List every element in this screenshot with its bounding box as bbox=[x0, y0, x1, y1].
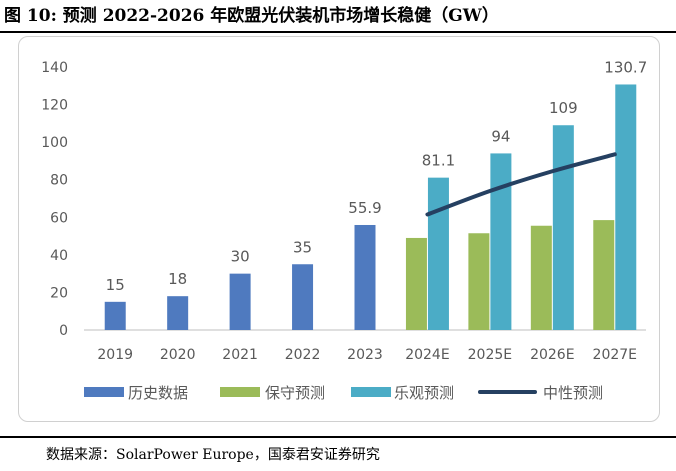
conservative-bar bbox=[468, 233, 490, 330]
optimistic-bar bbox=[490, 153, 512, 330]
optimistic-legend-label: 乐观预测 bbox=[394, 384, 454, 402]
x-tick-label: 2023 bbox=[347, 347, 383, 363]
chart-svg: 0 20 40 60 80 100 120 140 2019 2020 2021 2022 2023 20… bbox=[41, 58, 647, 402]
conservative-bar bbox=[405, 237, 427, 330]
historical-bar bbox=[167, 296, 189, 330]
data-label: 94 bbox=[491, 127, 510, 145]
conservative-legend-label: 保守预测 bbox=[265, 384, 325, 402]
optimistic-bar bbox=[427, 177, 449, 330]
data-label: 109 bbox=[549, 99, 578, 117]
x-tick-label: 2021 bbox=[222, 347, 258, 363]
data-label: 35 bbox=[293, 238, 312, 256]
y-tick-label: 40 bbox=[50, 248, 68, 264]
y-tick-label: 100 bbox=[41, 135, 68, 151]
data-label: 130.7 bbox=[604, 58, 647, 76]
y-tick-label: 80 bbox=[50, 173, 68, 189]
y-tick-label: 0 bbox=[59, 323, 68, 339]
source-rule bbox=[0, 436, 676, 438]
optimistic-bar bbox=[552, 125, 574, 330]
x-tick-label: 2019 bbox=[97, 347, 133, 363]
y-tick-label: 20 bbox=[50, 285, 68, 301]
data-label: 18 bbox=[168, 270, 187, 288]
medium-legend-label: 中性预测 bbox=[543, 384, 603, 402]
y-tick-label: 140 bbox=[41, 60, 68, 76]
x-tick-label: 2025E bbox=[468, 347, 512, 363]
x-tick-label: 2024E bbox=[405, 347, 449, 363]
optimistic-legend-swatch bbox=[351, 387, 391, 397]
x-tick-label: 2026E bbox=[530, 347, 574, 363]
conservative-bar bbox=[530, 225, 552, 330]
x-tick-label: 2027E bbox=[593, 347, 637, 363]
historical-legend-label: 历史数据 bbox=[128, 384, 188, 402]
y-tick-label: 60 bbox=[50, 210, 68, 226]
title-rule bbox=[0, 31, 676, 33]
optimistic-bar bbox=[615, 84, 637, 331]
medium-forecast-line bbox=[425, 152, 617, 217]
historical-bar bbox=[354, 224, 376, 330]
figure-title: 图 10: 预测 2022-2026 年欧盟光伏装机市场增长稳健（GW） bbox=[4, 6, 499, 26]
x-tick-label: 2020 bbox=[160, 347, 196, 363]
historical-bar bbox=[229, 273, 251, 330]
data-label: 81.1 bbox=[422, 152, 455, 170]
data-label: 30 bbox=[231, 248, 250, 266]
x-tick-label: 2022 bbox=[285, 347, 321, 363]
chart-frame bbox=[18, 36, 660, 422]
historical-bar bbox=[104, 301, 126, 330]
historical-legend-swatch bbox=[84, 387, 124, 397]
source-note: 数据来源：SolarPower Europe，国泰君安证券研究 bbox=[46, 447, 380, 463]
data-label: 55.9 bbox=[348, 199, 381, 217]
y-tick-label: 120 bbox=[41, 98, 68, 114]
historical-bar bbox=[292, 264, 314, 330]
data-label: 15 bbox=[106, 276, 125, 294]
conservative-bar bbox=[593, 220, 615, 330]
conservative-legend-swatch bbox=[220, 387, 260, 397]
